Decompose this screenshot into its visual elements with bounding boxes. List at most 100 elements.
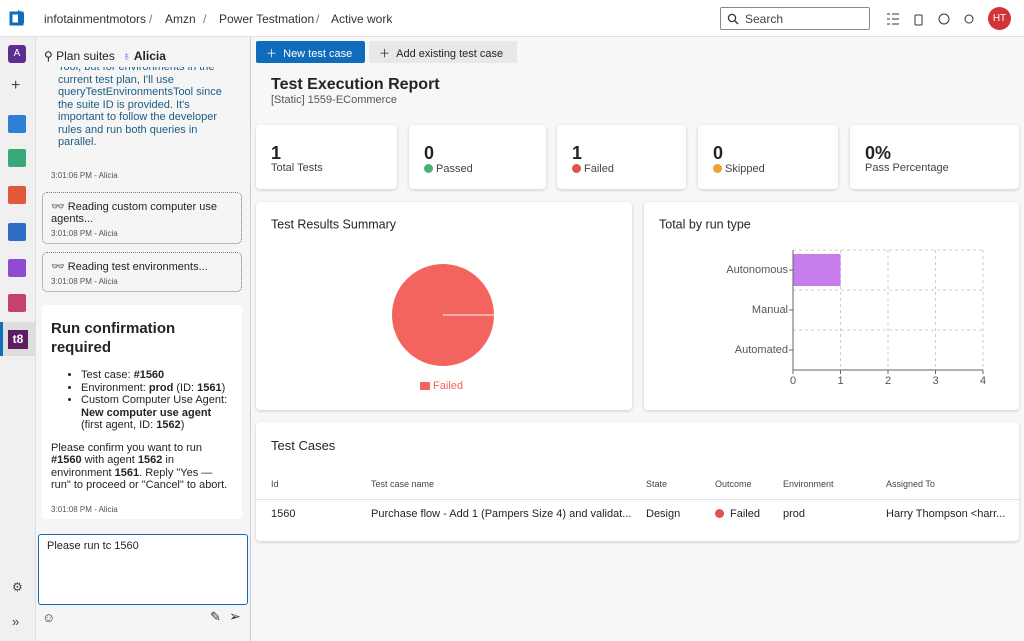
stat-value: 0% <box>865 143 892 163</box>
attach-button[interactable]: ✎ <box>210 609 221 624</box>
x-tick-label: 4 <box>980 375 986 387</box>
text-segment: Environment: <box>81 381 149 394</box>
stat-label-text: Pass Percentage <box>865 162 949 174</box>
bar <box>793 254 841 286</box>
button-label: Add existing test case <box>396 48 504 60</box>
text-segment: (first agent, ID: <box>81 419 157 431</box>
stat-card: 1 Total Tests <box>256 125 397 189</box>
text-segment: #1560 <box>133 369 165 381</box>
repos-icon[interactable] <box>8 149 26 167</box>
status-icon <box>715 509 724 518</box>
top-bar: infotainmentmotors / Amzn / Power Testma… <box>0 0 1024 37</box>
tab[interactable]: ♁ Alicia <box>122 49 166 63</box>
list: Test case: #1560Environment: prod (ID: 1… <box>51 369 233 432</box>
header-icons[interactable] <box>886 11 978 27</box>
breadcrumb[interactable]: Power Testmation <box>219 12 315 26</box>
stat-card: 0% Pass Percentage <box>850 125 1019 189</box>
tab-label: Alicia <box>133 49 166 63</box>
emoji-button[interactable]: ☺ <box>42 610 56 625</box>
status-icon <box>713 164 722 173</box>
card-title: Run confirmation required <box>51 320 176 356</box>
search-placeholder: Search <box>745 12 784 26</box>
header-divider <box>256 499 1019 500</box>
status-message: 👓 Reading test environments... 3:01:08 PM… <box>42 252 242 292</box>
message-text: Tool, but for environments in the curren… <box>58 67 222 148</box>
stat-value: 0 <box>424 143 435 163</box>
active-item[interactable]: t8 <box>0 322 36 356</box>
column-header: Id <box>271 479 279 489</box>
expand-icon[interactable]: » <box>12 614 20 629</box>
settings-icon[interactable]: ⚙ <box>12 580 23 594</box>
bar-chart: Total by run type 0 1 2 3 4 Autonomous Manual Au… <box>659 217 986 387</box>
test-icon[interactable] <box>8 259 26 277</box>
message-text: 👓 Reading custom computer use agents... <box>51 201 217 225</box>
new-test-case-button[interactable]: ＋ New test case <box>256 41 365 63</box>
artifacts-icon[interactable] <box>8 294 26 312</box>
y-tick-label: Autonomous <box>726 264 788 276</box>
text-segment: ) <box>221 381 226 394</box>
text-segment: with agent <box>81 454 138 466</box>
cell-text: Design <box>646 508 681 520</box>
message-time: 3:01:06 PM - Alicia <box>51 171 118 180</box>
text-segment: ) <box>180 419 185 431</box>
y-tick-label: Manual <box>752 304 788 316</box>
text-segment: #1560 <box>51 454 82 466</box>
confirmation-card: Run confirmation required Test case: #15… <box>42 305 242 519</box>
list-item: Test case: #1560 <box>81 369 233 382</box>
send-button[interactable]: ➢ <box>229 608 241 624</box>
cell-text: Purchase flow - Add 1 (Pampers Size 4) a… <box>371 508 632 520</box>
stat-card: 1 Failed <box>557 125 686 189</box>
text-segment: 1561 <box>114 466 140 479</box>
x-tick-label: 3 <box>932 375 938 387</box>
pipelines-icon[interactable] <box>8 186 26 204</box>
table-cell: prod <box>783 508 805 520</box>
separator: / <box>203 12 207 26</box>
breadcrumb[interactable]: Active work <box>331 12 393 26</box>
avatar[interactable]: HT <box>988 7 1011 30</box>
logo[interactable] <box>9 9 26 27</box>
chat-input[interactable]: Please run tc 1560 <box>38 534 248 605</box>
cell-text: Harry Thompson <harr... <box>886 508 1006 520</box>
column-header: State <box>646 479 668 489</box>
stat-card: 0 Skipped <box>698 125 838 189</box>
add-existing-button[interactable]: ＋ Add existing test case <box>369 41 517 63</box>
report-title: Test Execution Report <box>271 76 440 93</box>
tab[interactable]: ⚲ Plan suites <box>44 49 115 63</box>
stat-value: 1 <box>572 143 583 163</box>
text-segment: Test case: <box>81 369 134 381</box>
pie-chart: Test Results Summary Failed <box>271 217 494 392</box>
message-text: 👓 Reading test environments... <box>51 261 208 273</box>
left-rail: A + t8 ⚙ » <box>0 37 36 641</box>
text-segment: Custom Computer Use Agent: <box>81 394 228 406</box>
stat-label-text: Total Tests <box>271 162 323 174</box>
separator: / <box>316 12 320 26</box>
deploy-icon[interactable] <box>8 223 26 241</box>
table-title: Test Cases <box>271 438 336 453</box>
cell-text: 1560 <box>271 508 296 520</box>
text-segment: New computer use agent <box>81 406 212 419</box>
org-icon[interactable]: A <box>8 45 26 63</box>
stat-label: Failed <box>572 163 614 175</box>
status-message: 👓 Reading custom computer use agents... 3… <box>42 192 242 244</box>
text-segment: Please confirm you want to run <box>51 441 203 454</box>
bar-card: Total by run type 0 1 2 3 4 Autonomous Manual Au… <box>644 202 1019 410</box>
stat-value: 1 <box>271 143 282 163</box>
status-icon <box>424 164 433 173</box>
search-box[interactable]: Search <box>720 7 870 30</box>
chart-title: Total by run type <box>659 217 751 231</box>
tab-label: Plan suites <box>56 49 115 63</box>
button-label: New test case <box>283 48 353 60</box>
x-tick-label: 0 <box>790 375 796 387</box>
column-header: Environment <box>783 479 834 489</box>
breadcrumb[interactable]: Amzn <box>165 12 196 26</box>
table-cell: Harry Thompson <harr... <box>886 508 1005 520</box>
text-segment: 1561 <box>197 381 222 394</box>
legend-label: Failed <box>433 380 463 392</box>
stat-label-text: Passed <box>436 163 473 175</box>
breadcrumb[interactable]: infotainmentmotors <box>44 12 147 26</box>
cell-text: Failed <box>730 508 760 520</box>
boards-icon[interactable] <box>8 115 26 133</box>
pie-card: Test Results Summary Failed <box>256 202 632 410</box>
add-icon[interactable]: + <box>11 77 21 94</box>
